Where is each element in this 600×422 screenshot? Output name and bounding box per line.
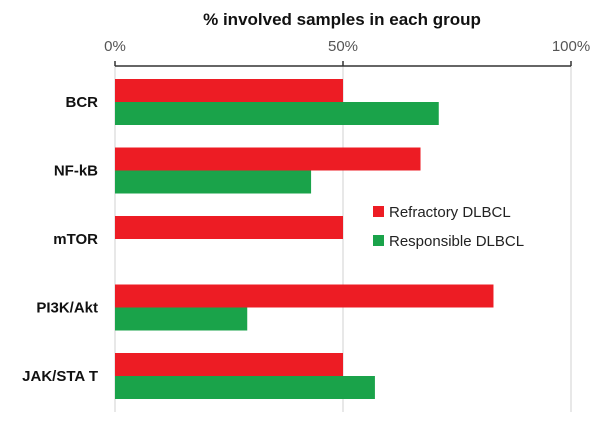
legend-label: Responsible DLBCL	[389, 233, 524, 250]
category-label: NF-kB	[54, 163, 98, 180]
x-tick-label: 50%	[328, 38, 358, 55]
bar-nf-kb-responsible	[115, 170, 312, 194]
chart-title: % involved samples in each group	[203, 10, 481, 29]
category-labels: BCR NF-kB mTOR PI3K/Akt JAK/STA T	[22, 94, 98, 385]
bar-bcr-refractory	[115, 79, 343, 102]
bar-mtor-refractory	[115, 216, 343, 239]
bar-jak-sta-t-refractory	[115, 353, 343, 376]
legend: Refractory DLBCL Responsible DLBCL	[373, 204, 524, 250]
category-label: PI3K/Akt	[36, 300, 98, 317]
bar-pi3k-akt-refractory	[115, 284, 494, 308]
category-label: BCR	[66, 94, 99, 111]
category-label: mTOR	[53, 231, 98, 248]
legend-swatch	[373, 235, 384, 246]
bar-pi3k-akt-responsible	[115, 307, 248, 331]
x-tick-labels: 0% 50% 100%	[104, 38, 590, 55]
legend-label: Refractory DLBCL	[389, 204, 511, 221]
bar-jak-sta-t-responsible	[115, 376, 375, 399]
category-label: JAK/STA T	[22, 368, 98, 385]
x-tick-label: 100%	[552, 38, 590, 55]
bar-nf-kb-refractory	[115, 147, 421, 171]
legend-swatch	[373, 206, 384, 217]
x-tick-label: 0%	[104, 38, 126, 55]
bar-bcr-responsible	[115, 102, 439, 125]
bars	[115, 79, 494, 399]
